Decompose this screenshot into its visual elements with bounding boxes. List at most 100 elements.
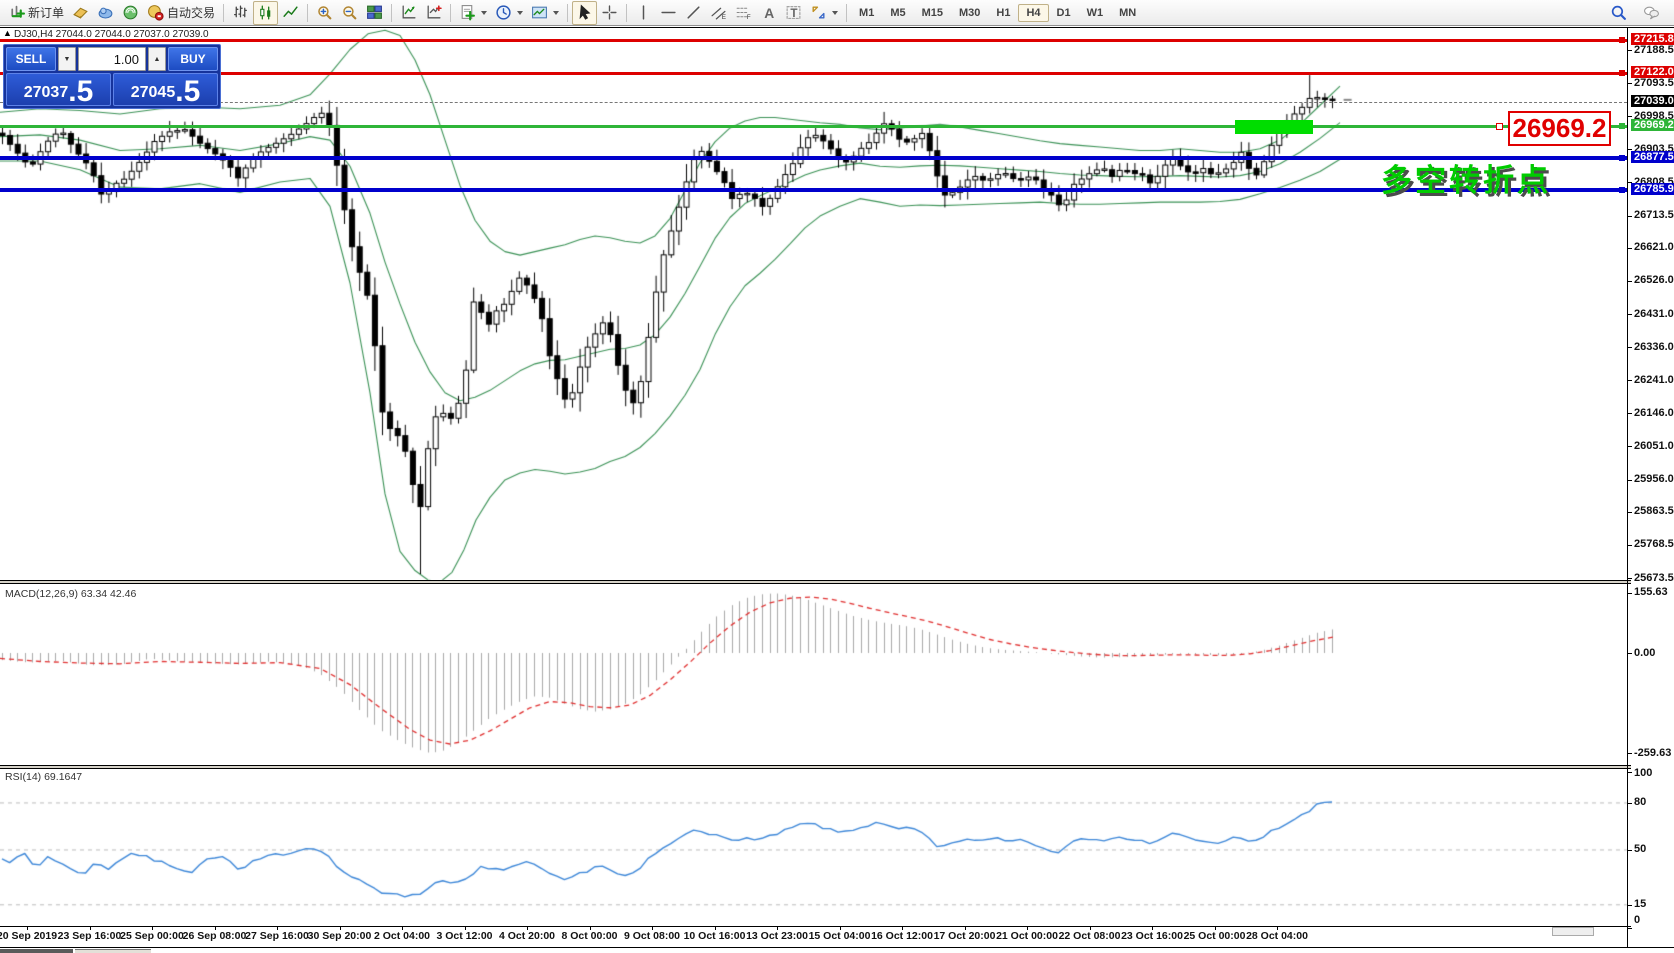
vertical-line-button[interactable]	[631, 1, 656, 25]
chart-shift-button[interactable]	[421, 1, 446, 25]
price-tick-label: 27188.5	[1634, 43, 1674, 56]
signals-button[interactable]	[118, 1, 143, 25]
bar-chart-mode-button[interactable]	[228, 1, 253, 25]
buy-price-frac: .5	[175, 74, 201, 108]
timeframe-m1[interactable]: M1	[851, 4, 882, 22]
time-tick	[89, 926, 91, 930]
pivot-annotation-text[interactable]: 多空转折点	[1381, 163, 1551, 198]
support-line[interactable]	[0, 156, 1627, 161]
equidistant-channel-button[interactable]: E	[706, 1, 731, 25]
rsi-axis-label: 15	[1634, 898, 1647, 911]
time-label: 30 Sep 20:00	[307, 930, 372, 942]
timeframe-mn[interactable]: MN	[1111, 4, 1144, 22]
crosshair-icon	[601, 4, 618, 21]
new-order-button[interactable]: 新订单	[4, 1, 68, 25]
time-tick	[464, 926, 466, 930]
volume-up-button[interactable]: ▲	[148, 47, 166, 71]
resistance-line[interactable]	[0, 38, 1627, 42]
fibonacci-button[interactable]: F	[731, 1, 756, 25]
text-label-button[interactable]: T	[781, 1, 806, 25]
price-tick	[1627, 149, 1632, 151]
tile-windows-button[interactable]	[362, 1, 387, 25]
timeframe-d1[interactable]: D1	[1049, 4, 1079, 22]
price-tick	[1627, 380, 1632, 382]
price-callout[interactable]: 26969.2	[1508, 111, 1611, 146]
timeframe-w1[interactable]: W1	[1079, 4, 1112, 22]
chevron-down-icon[interactable]	[517, 10, 524, 15]
highlight-rectangle[interactable]	[1235, 120, 1313, 134]
button-label: 自动交易	[167, 6, 216, 20]
price-callout-anchor[interactable]	[1496, 122, 1503, 130]
zoom-in-button[interactable]	[312, 1, 337, 25]
chevron-down-icon[interactable]	[553, 10, 560, 15]
toolbar-right	[1606, 1, 1670, 25]
time-label: 2 Oct 04:00	[373, 930, 431, 942]
history-center-button[interactable]	[68, 1, 93, 25]
pane-splitter[interactable]	[0, 581, 1631, 584]
pane-separator-line	[0, 765, 1631, 766]
one-click-collapse-icon[interactable]: ▲	[3, 28, 12, 38]
tile-windows-icon	[366, 4, 383, 21]
buy-button[interactable]: BUY	[168, 47, 218, 71]
cursor-button[interactable]	[572, 0, 598, 25]
window-tab[interactable]	[0, 949, 73, 953]
timeframe-h4[interactable]: H4	[1018, 3, 1049, 22]
autotrading-button[interactable]: 自动交易	[143, 1, 219, 25]
price-tick	[1627, 182, 1632, 184]
rsi-axis-tick	[1627, 802, 1632, 804]
price-tick-label: 26051.0	[1634, 439, 1674, 452]
support-line[interactable]	[0, 188, 1627, 193]
timeframe-m5[interactable]: M5	[882, 4, 913, 22]
time-label: 28 Oct 04:00	[1246, 930, 1308, 942]
arrows-button[interactable]	[806, 1, 842, 25]
resistance-line[interactable]	[0, 71, 1627, 75]
buy-price-box[interactable]: 27045 .5	[113, 73, 218, 106]
pane-splitter[interactable]	[0, 766, 1631, 769]
rsi-axis-tick	[1627, 771, 1632, 773]
line-chart-icon	[282, 4, 299, 21]
community-button[interactable]	[93, 1, 118, 25]
line-anchor-handle[interactable]	[1619, 155, 1625, 162]
auto-scroll-button[interactable]	[396, 1, 421, 25]
pane-separator-line	[0, 580, 1631, 581]
chevron-down-icon[interactable]	[481, 10, 488, 15]
price-tick	[1627, 50, 1632, 51]
time-tick	[1089, 926, 1091, 930]
search-button[interactable]	[1606, 1, 1631, 25]
line-anchor-handle[interactable]	[1619, 70, 1625, 77]
price-tick-label: 25768.5	[1634, 538, 1674, 551]
chat-button[interactable]	[1639, 1, 1664, 25]
price-tick-label: 25863.5	[1634, 505, 1674, 518]
line-anchor-handle[interactable]	[1619, 37, 1625, 44]
text-button[interactable]: A	[756, 1, 781, 25]
horizontal-line-button[interactable]	[656, 1, 681, 25]
timeframe-h1[interactable]: H1	[988, 4, 1018, 22]
pivot-line[interactable]	[0, 124, 1627, 128]
chevron-down-icon[interactable]	[832, 10, 839, 15]
candlestick-mode-button[interactable]	[253, 0, 279, 25]
line-anchor-handle[interactable]	[1619, 187, 1625, 194]
chart-scrollbar-thumb[interactable]	[1552, 927, 1594, 936]
time-label: 23 Oct 16:00	[1121, 930, 1183, 942]
sell-price-box[interactable]: 27037 .5	[6, 73, 111, 106]
volume-input[interactable]: 1.00	[78, 47, 146, 71]
rsi-axis-label: 0	[1634, 913, 1641, 926]
crosshair-button[interactable]	[597, 1, 622, 25]
templates-button[interactable]	[527, 1, 563, 25]
line-chart-mode-button[interactable]	[278, 1, 303, 25]
periods-button[interactable]	[491, 1, 527, 25]
indicators-button[interactable]	[455, 1, 491, 25]
volume-down-button[interactable]: ▼	[58, 47, 76, 71]
line-anchor-handle[interactable]	[1619, 123, 1625, 130]
toolbar-separator	[846, 3, 848, 22]
trendline-button[interactable]	[681, 1, 706, 25]
sell-button[interactable]: SELL	[6, 47, 56, 71]
window-tab[interactable]	[75, 949, 151, 953]
zoom-out-button[interactable]	[337, 1, 362, 25]
timeframe-m30[interactable]: M30	[951, 4, 988, 22]
window-tabs-strip[interactable]	[0, 947, 1674, 953]
macd-axis-label: 155.63	[1634, 586, 1668, 599]
timeframe-m15[interactable]: M15	[914, 4, 951, 22]
